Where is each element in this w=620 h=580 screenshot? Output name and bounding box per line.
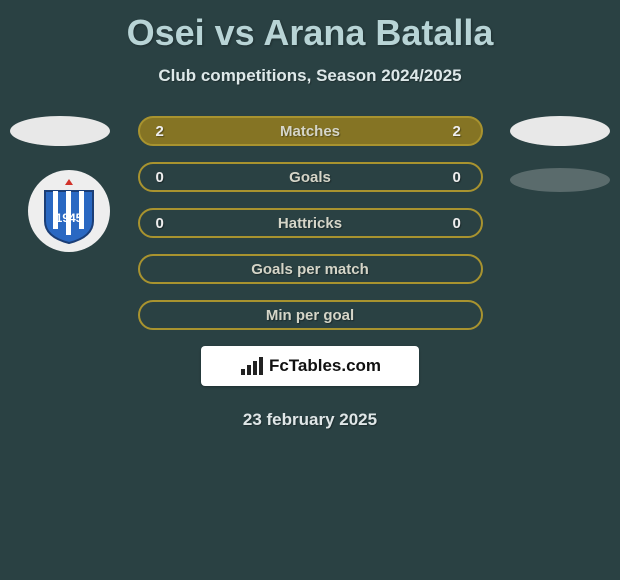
player-left-avatar: [10, 116, 110, 146]
stat-row-min-per-goal: Min per goal: [138, 300, 483, 330]
club-badge: 1945: [28, 170, 110, 252]
stat-row-hattricks: 00Hattricks: [138, 208, 483, 238]
chart-icon: [239, 355, 265, 377]
stat-label: Goals per match: [251, 261, 369, 278]
badge-year: 1945: [56, 211, 83, 225]
stat-label: Hattricks: [140, 215, 481, 232]
brand-text: FcTables.com: [269, 356, 381, 376]
date-text: 23 february 2025: [0, 410, 620, 430]
player-right-avatar-shadow: [510, 168, 610, 192]
page-title: Osei vs Arana Batalla: [0, 0, 620, 54]
stat-label: Goals: [140, 169, 481, 186]
stat-row-goals: 00Goals: [138, 162, 483, 192]
shield-icon: 1945: [39, 177, 99, 245]
stat-label: Min per goal: [266, 307, 354, 324]
brand-card: FcTables.com: [201, 346, 419, 386]
page-subtitle: Club competitions, Season 2024/2025: [0, 66, 620, 86]
stat-label: Matches: [140, 123, 481, 140]
stats-column: 22Matches 00Goals 00Hattricks Goals per mat…: [138, 116, 483, 330]
player-right-avatar: [510, 116, 610, 146]
star-icon: [65, 179, 73, 185]
stat-row-goals-per-match: Goals per match: [138, 254, 483, 284]
stat-row-matches: 22Matches: [138, 116, 483, 146]
comparison-area: 1945 22Matches 00Goals 00Hattricks Goals pe…: [0, 116, 620, 330]
